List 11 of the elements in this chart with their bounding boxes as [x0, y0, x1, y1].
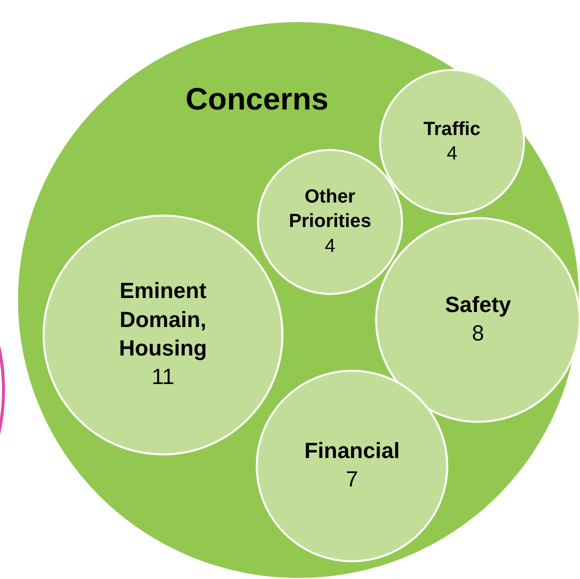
category-label: Traffic	[423, 118, 481, 140]
category-label: Other Priorities	[288, 186, 372, 232]
data-label: 11	[152, 364, 174, 389]
data-label: 7	[346, 466, 358, 492]
data-label: 4	[446, 144, 458, 165]
category-label: Financial	[304, 438, 400, 463]
data-label: 4	[324, 236, 336, 257]
category-label: Eminent Domain, Housing	[119, 278, 208, 360]
data-label: 8	[472, 320, 484, 346]
text: Concerns	[186, 82, 328, 117]
category-label: Safety	[444, 292, 512, 317]
